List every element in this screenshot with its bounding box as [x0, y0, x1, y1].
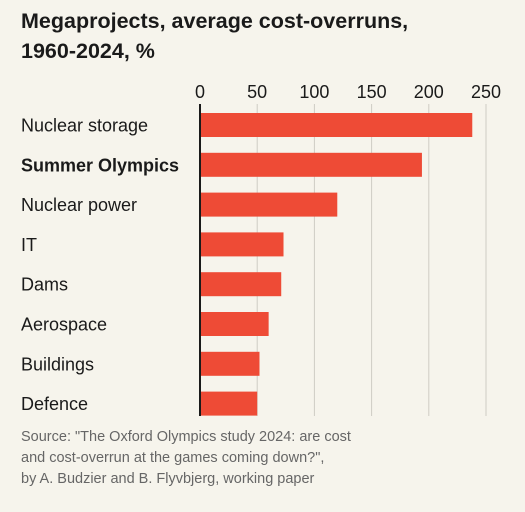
category-label: IT [21, 235, 37, 255]
x-tick-label: 50 [247, 82, 267, 102]
x-tick-label: 200 [414, 82, 444, 102]
source-line-3: by A. Budzier and B. Flyvbjerg, working … [21, 471, 315, 487]
x-tick-label: 250 [471, 82, 501, 102]
bar [200, 113, 473, 137]
x-tick-label: 150 [357, 82, 387, 102]
bar [200, 232, 284, 257]
category-label: Aerospace [21, 315, 107, 335]
source-line-2: and cost-overrun at the games coming dow… [21, 450, 325, 466]
bar [200, 351, 260, 376]
x-tick-label: 100 [299, 82, 329, 102]
chart-title: Megaprojects, average cost-overruns, 196… [21, 6, 511, 66]
chart-title-line-2: 1960-2024, % [21, 39, 155, 63]
category-label: Dams [21, 275, 68, 295]
bar [200, 391, 258, 416]
source-note: Source: "The Oxford Olympics study 2024:… [21, 427, 511, 490]
bar [200, 152, 422, 177]
source-line-1: Source: "The Oxford Olympics study 2024:… [21, 429, 351, 445]
x-tick-label: 0 [195, 82, 205, 102]
category-label: Nuclear storage [21, 116, 148, 136]
category-label: Nuclear power [21, 195, 137, 215]
category-label: Defence [21, 394, 88, 414]
category-label: Buildings [21, 354, 94, 374]
bar [200, 312, 269, 336]
bar [200, 272, 282, 297]
chart-title-line-1: Megaprojects, average cost-overruns, [21, 9, 409, 33]
bar [200, 192, 338, 217]
category-label: Summer Olympics [21, 155, 179, 175]
